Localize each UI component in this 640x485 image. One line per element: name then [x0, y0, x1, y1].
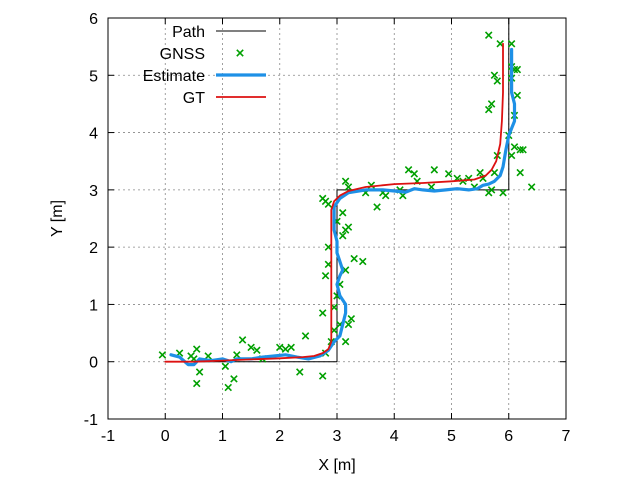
x-axis-label: X [m]	[318, 457, 355, 474]
gnss-point	[510, 143, 519, 151]
legend-label-estimate: Estimate	[143, 68, 205, 85]
legend-label-gt: GT	[183, 90, 205, 107]
gnss-point	[338, 209, 347, 217]
series-gt-line	[164, 42, 504, 363]
gnss-point	[344, 223, 353, 231]
gnss-point	[516, 168, 524, 177]
legend-label-gnss: GNSS	[160, 46, 205, 63]
y-axis-label: Y [m]	[49, 200, 66, 237]
gnss-point	[493, 77, 502, 85]
gnss-point	[296, 368, 304, 376]
gnss-point	[430, 166, 439, 174]
gnss-point	[253, 346, 261, 355]
gnss-point	[484, 105, 493, 114]
gnss-point	[410, 170, 419, 178]
y-tick-label: 6	[89, 11, 98, 28]
gnss-point	[275, 343, 284, 352]
y-tick-label: -1	[84, 412, 98, 429]
gnss-point	[238, 336, 247, 344]
gnss-point	[338, 231, 347, 240]
legend-marker-gnss	[236, 49, 244, 57]
x-tick-label: 7	[562, 428, 571, 445]
gnss-point	[487, 100, 496, 108]
series-layer	[158, 17, 536, 392]
y-tick-label: 1	[89, 297, 98, 314]
gnss-point	[444, 170, 453, 178]
gnss-point	[224, 383, 232, 392]
gnss-point	[341, 337, 350, 346]
gnss-point	[233, 351, 241, 359]
x-tick-label: -1	[101, 428, 115, 445]
gnss-point	[513, 65, 522, 74]
gnss-point	[192, 345, 201, 353]
ticks: -1 0 1 2 3 4 5 6 7 -1 0 1 2 3 4 5 6	[84, 11, 571, 445]
gnss-point	[476, 168, 484, 177]
gnss-point	[507, 151, 516, 160]
gnss-point	[247, 343, 255, 352]
gnss-point	[192, 379, 201, 388]
gnss-point	[344, 183, 353, 191]
gnss-point	[499, 188, 507, 197]
gnss-point	[373, 203, 381, 211]
gnss-point	[344, 320, 353, 329]
gnss-point	[195, 368, 204, 376]
legend: Path GNSS Estimate GT	[143, 24, 266, 107]
x-tick-label: 5	[447, 428, 456, 445]
gnss-point	[381, 191, 390, 200]
gnss-point	[230, 375, 238, 383]
x-tick-label: 0	[161, 428, 170, 445]
gnss-point	[404, 166, 413, 174]
gnss-point	[301, 332, 310, 340]
gnss-point	[221, 362, 230, 371]
gnss-point	[341, 177, 350, 186]
gnss-point	[318, 372, 327, 380]
gnss-point	[287, 343, 295, 352]
gnss-point	[484, 31, 493, 39]
gnss-point	[324, 200, 333, 208]
y-tick-label: 0	[89, 355, 98, 372]
gnss-point	[321, 272, 330, 280]
gnss-point	[350, 254, 358, 263]
x-tick-label: 6	[504, 428, 513, 445]
x-tick-label: 4	[390, 428, 399, 445]
gnss-point	[516, 145, 524, 154]
gnss-point	[519, 145, 527, 154]
y-tick-label: 4	[89, 126, 98, 143]
gnss-point	[490, 168, 499, 177]
y-tick-label: 3	[89, 183, 98, 200]
gnss-point	[281, 345, 290, 353]
x-tick-label: 3	[333, 428, 342, 445]
gnss-point	[487, 186, 496, 194]
gnss-point	[490, 71, 499, 80]
gnss-point	[347, 314, 356, 323]
series-estimate-line	[169, 47, 517, 367]
gnss-point	[158, 351, 167, 359]
y-tick-label: 2	[89, 240, 98, 257]
gnss-point	[204, 352, 212, 360]
gnss-point	[318, 309, 327, 317]
gnss-point	[507, 40, 516, 48]
x-tick-label: 2	[275, 428, 284, 445]
gnss-point	[527, 183, 536, 191]
gnss-point	[358, 257, 367, 266]
legend-label-path: Path	[172, 24, 205, 41]
x-tick-label: 1	[218, 428, 227, 445]
y-tick-label: 5	[89, 68, 98, 85]
gnss-point	[513, 91, 522, 100]
